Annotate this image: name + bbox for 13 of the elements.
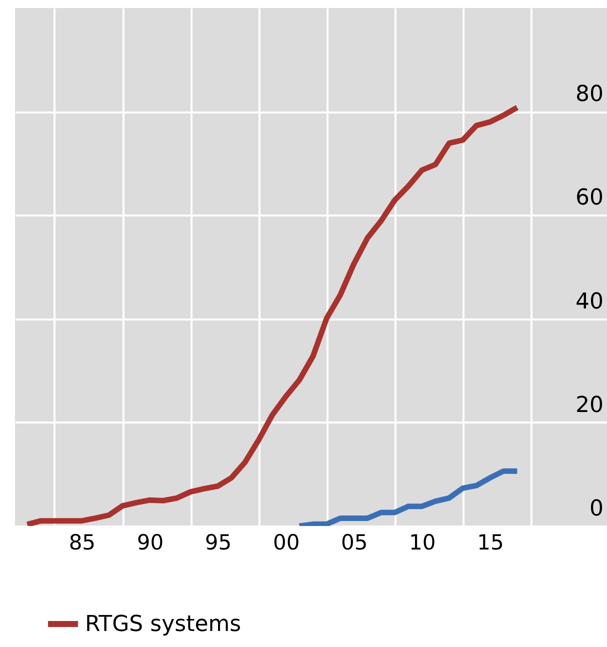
x-tick-label: 85 bbox=[68, 530, 96, 554]
legend-label: RTGS systems bbox=[85, 612, 242, 637]
x-tick-label: 90 bbox=[136, 530, 164, 554]
x-tick-label: 00 bbox=[272, 530, 300, 554]
x-tick-label: 10 bbox=[409, 530, 436, 554]
x-tick-label: 05 bbox=[341, 530, 368, 554]
y-tick-label: 0 bbox=[590, 496, 604, 522]
x-tick-label: 95 bbox=[204, 530, 232, 554]
y-tick-label: 40 bbox=[576, 289, 604, 314]
y-tick-label: 60 bbox=[576, 186, 604, 211]
x-tick-label: 15 bbox=[477, 530, 504, 554]
y-tick-label: 80 bbox=[576, 82, 604, 108]
y-tick-label: 20 bbox=[576, 392, 604, 418]
